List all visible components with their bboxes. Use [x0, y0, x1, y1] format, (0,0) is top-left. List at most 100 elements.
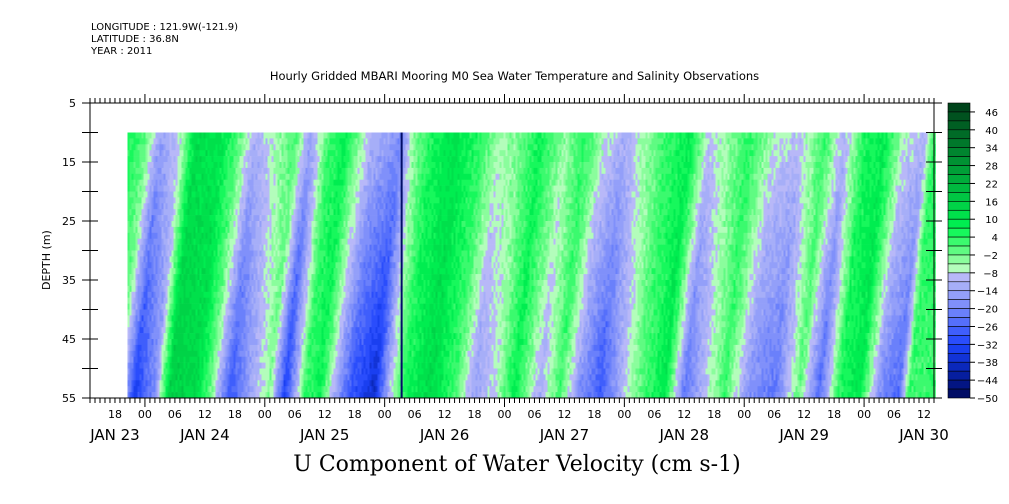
heatmap-cell: [332, 298, 334, 304]
heatmap-cell: [332, 256, 334, 262]
heatmap-cell: [264, 363, 266, 369]
heatmap-cell: [166, 292, 168, 298]
heatmap-cell: [306, 239, 308, 245]
heatmap-cell: [248, 174, 250, 180]
heatmap-cell: [158, 192, 160, 198]
heatmap-cell: [272, 357, 274, 363]
heatmap-cell: [234, 386, 236, 392]
heatmap-cell: [210, 221, 212, 227]
heatmap-cell: [336, 133, 338, 139]
heatmap-cell: [234, 138, 236, 144]
heatmap-cell: [230, 315, 232, 321]
heatmap-cell: [176, 380, 178, 386]
heatmap-cell: [202, 286, 204, 292]
heatmap-cell: [194, 203, 196, 209]
heatmap-cell: [140, 239, 142, 245]
heatmap-cell: [152, 357, 154, 363]
heatmap-cell: [176, 168, 178, 174]
heatmap-cell: [182, 351, 184, 357]
heatmap-cell: [156, 197, 158, 203]
heatmap-cell: [232, 280, 234, 286]
heatmap-cell: [138, 256, 140, 262]
heatmap-cell: [140, 351, 142, 357]
heatmap-cell: [152, 156, 154, 162]
heatmap-cell: [252, 262, 254, 268]
heatmap-cell: [322, 315, 324, 321]
heatmap-cell: [170, 280, 172, 286]
heatmap-cell: [164, 186, 166, 192]
heatmap-cell: [334, 256, 336, 262]
heatmap-cell: [334, 133, 336, 139]
heatmap-cell: [206, 315, 208, 321]
heatmap-cell: [226, 215, 228, 221]
heatmap-cell: [128, 251, 130, 257]
heatmap-cell: [216, 144, 218, 150]
heatmap-cell: [348, 351, 350, 357]
heatmap-cell: [278, 286, 280, 292]
heatmap-cell: [244, 286, 246, 292]
heatmap-cell: [290, 280, 292, 286]
heatmap-cell: [310, 292, 312, 298]
heatmap-cell: [206, 251, 208, 257]
heatmap-cell: [140, 374, 142, 380]
heatmap-cell: [348, 138, 350, 144]
heatmap-cell: [186, 333, 188, 339]
heatmap-cell: [250, 363, 252, 369]
heatmap-cell: [158, 251, 160, 257]
heatmap-cell: [186, 227, 188, 233]
heatmap-cell: [314, 239, 316, 245]
heatmap-cell: [318, 251, 320, 257]
heatmap-cell: [152, 351, 154, 357]
heatmap-cell: [340, 292, 342, 298]
heatmap-cell: [338, 380, 340, 386]
heatmap-cell: [270, 345, 272, 351]
heatmap-cell: [292, 374, 294, 380]
heatmap-cell: [216, 298, 218, 304]
heatmap-cell: [296, 310, 298, 316]
heatmap-cell: [260, 209, 262, 215]
heatmap-cell: [304, 386, 306, 392]
heatmap-cell: [284, 245, 286, 251]
heatmap-cell: [132, 310, 134, 316]
heatmap-cell: [276, 392, 278, 398]
heatmap-cell: [260, 292, 262, 298]
heatmap-cell: [148, 327, 150, 333]
heatmap-cell: [164, 369, 166, 375]
heatmap-cell: [180, 144, 182, 150]
heatmap-cell: [330, 357, 332, 363]
heatmap-cell: [302, 227, 304, 233]
heatmap-cell: [202, 133, 204, 139]
heatmap-cell: [250, 345, 252, 351]
heatmap-cell: [314, 150, 316, 156]
heatmap-cell: [312, 262, 314, 268]
heatmap-cell: [262, 239, 264, 245]
heatmap-cell: [272, 227, 274, 233]
heatmap-cell: [340, 262, 342, 268]
heatmap-cell: [296, 262, 298, 268]
heatmap-cell: [258, 363, 260, 369]
heatmap-cell: [322, 268, 324, 274]
heatmap-cell: [246, 162, 248, 168]
heatmap-cell: [194, 286, 196, 292]
heatmap-cell: [272, 345, 274, 351]
heatmap-cell: [146, 351, 148, 357]
heatmap-cell: [344, 186, 346, 192]
heatmap-cell: [170, 174, 172, 180]
heatmap-cell: [220, 192, 222, 198]
heatmap-cell: [316, 280, 318, 286]
heatmap-cell: [312, 315, 314, 321]
heatmap-cell: [290, 227, 292, 233]
heatmap-cell: [196, 186, 198, 192]
heatmap-cell: [302, 162, 304, 168]
heatmap-cell: [234, 180, 236, 186]
heatmap-cell: [266, 138, 268, 144]
heatmap-cell: [280, 144, 282, 150]
heatmap-cell: [232, 386, 234, 392]
heatmap-cell: [182, 292, 184, 298]
heatmap-cell: [298, 133, 300, 139]
heatmap-cell: [220, 138, 222, 144]
heatmap-cell: [170, 374, 172, 380]
heatmap-cell: [312, 386, 314, 392]
heatmap-cell: [162, 197, 164, 203]
heatmap-cell: [136, 339, 138, 345]
